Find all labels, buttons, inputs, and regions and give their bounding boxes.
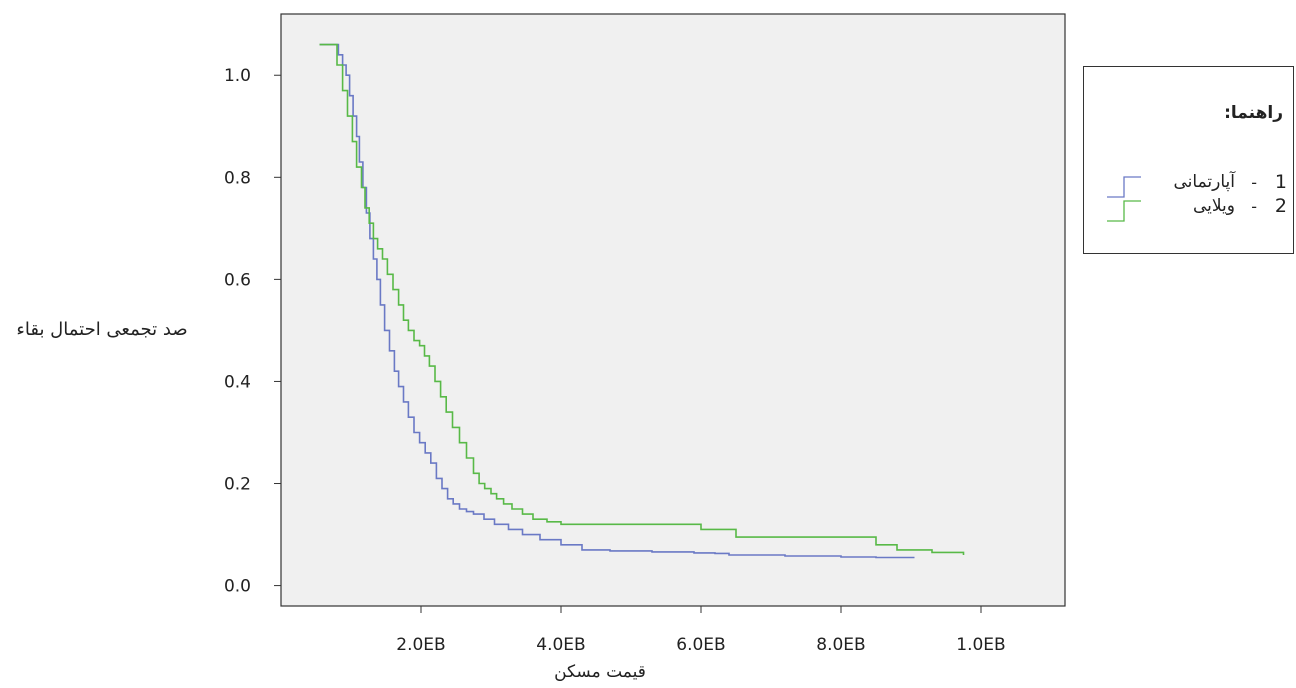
x-tick-label: 2.0EB <box>396 635 445 655</box>
survival-chart: 0.0 0.2 0.4 0.6 0.8 1.0 2.0EB 4.0EB 6.0EB 8.0EB 1… <box>224 13 1066 655</box>
x-tick-label: 8.0EB <box>816 635 865 655</box>
legend-item-number: 2 <box>1274 195 1287 217</box>
y-tick-label: 0.4 <box>224 372 251 392</box>
series-line-1 <box>319 43 915 559</box>
legend: راهنما: 1 - آپارتمانی 2 - ویلایی <box>1083 66 1294 254</box>
x-tick-label: 1.0EB <box>956 635 1005 655</box>
legend-swatch-apartment <box>1107 176 1141 198</box>
x-axis-label: قیمت مسکن <box>554 662 646 682</box>
legend-item-label: آپارتمانی <box>1173 172 1235 192</box>
legend-item-label: ویلایی <box>1193 196 1235 216</box>
y-axis-label: صد تجمعی احتمال بقاء <box>16 319 188 340</box>
legend-item-villa: 2 - ویلایی <box>1092 195 1287 222</box>
y-tick-label: 0.2 <box>224 475 251 495</box>
legend-title: راهنما: <box>1224 103 1283 123</box>
legend-item-dash: - <box>1251 197 1257 216</box>
series-layer <box>319 43 965 559</box>
y-tick-label: 0.6 <box>224 270 251 290</box>
legend-item-apartment: 1 - آپارتمانی <box>1092 171 1287 198</box>
x-tick-label: 4.0EB <box>536 635 585 655</box>
y-tick-label: 1.0 <box>224 66 251 86</box>
y-tick-label: 0.8 <box>224 168 251 188</box>
y-axis-ticks: 0.0 0.2 0.4 0.6 0.8 1.0 <box>224 66 281 597</box>
plot-area <box>280 13 1066 607</box>
legend-swatch-villa <box>1107 200 1141 222</box>
series-line-2 <box>319 43 965 555</box>
x-axis-ticks: 2.0EB 4.0EB 6.0EB 8.0EB 1.0EB <box>396 606 1006 655</box>
y-tick-label: 0.0 <box>224 577 251 597</box>
x-tick-label: 6.0EB <box>676 635 725 655</box>
legend-item-number: 1 <box>1274 171 1287 193</box>
legend-item-dash: - <box>1251 173 1257 192</box>
